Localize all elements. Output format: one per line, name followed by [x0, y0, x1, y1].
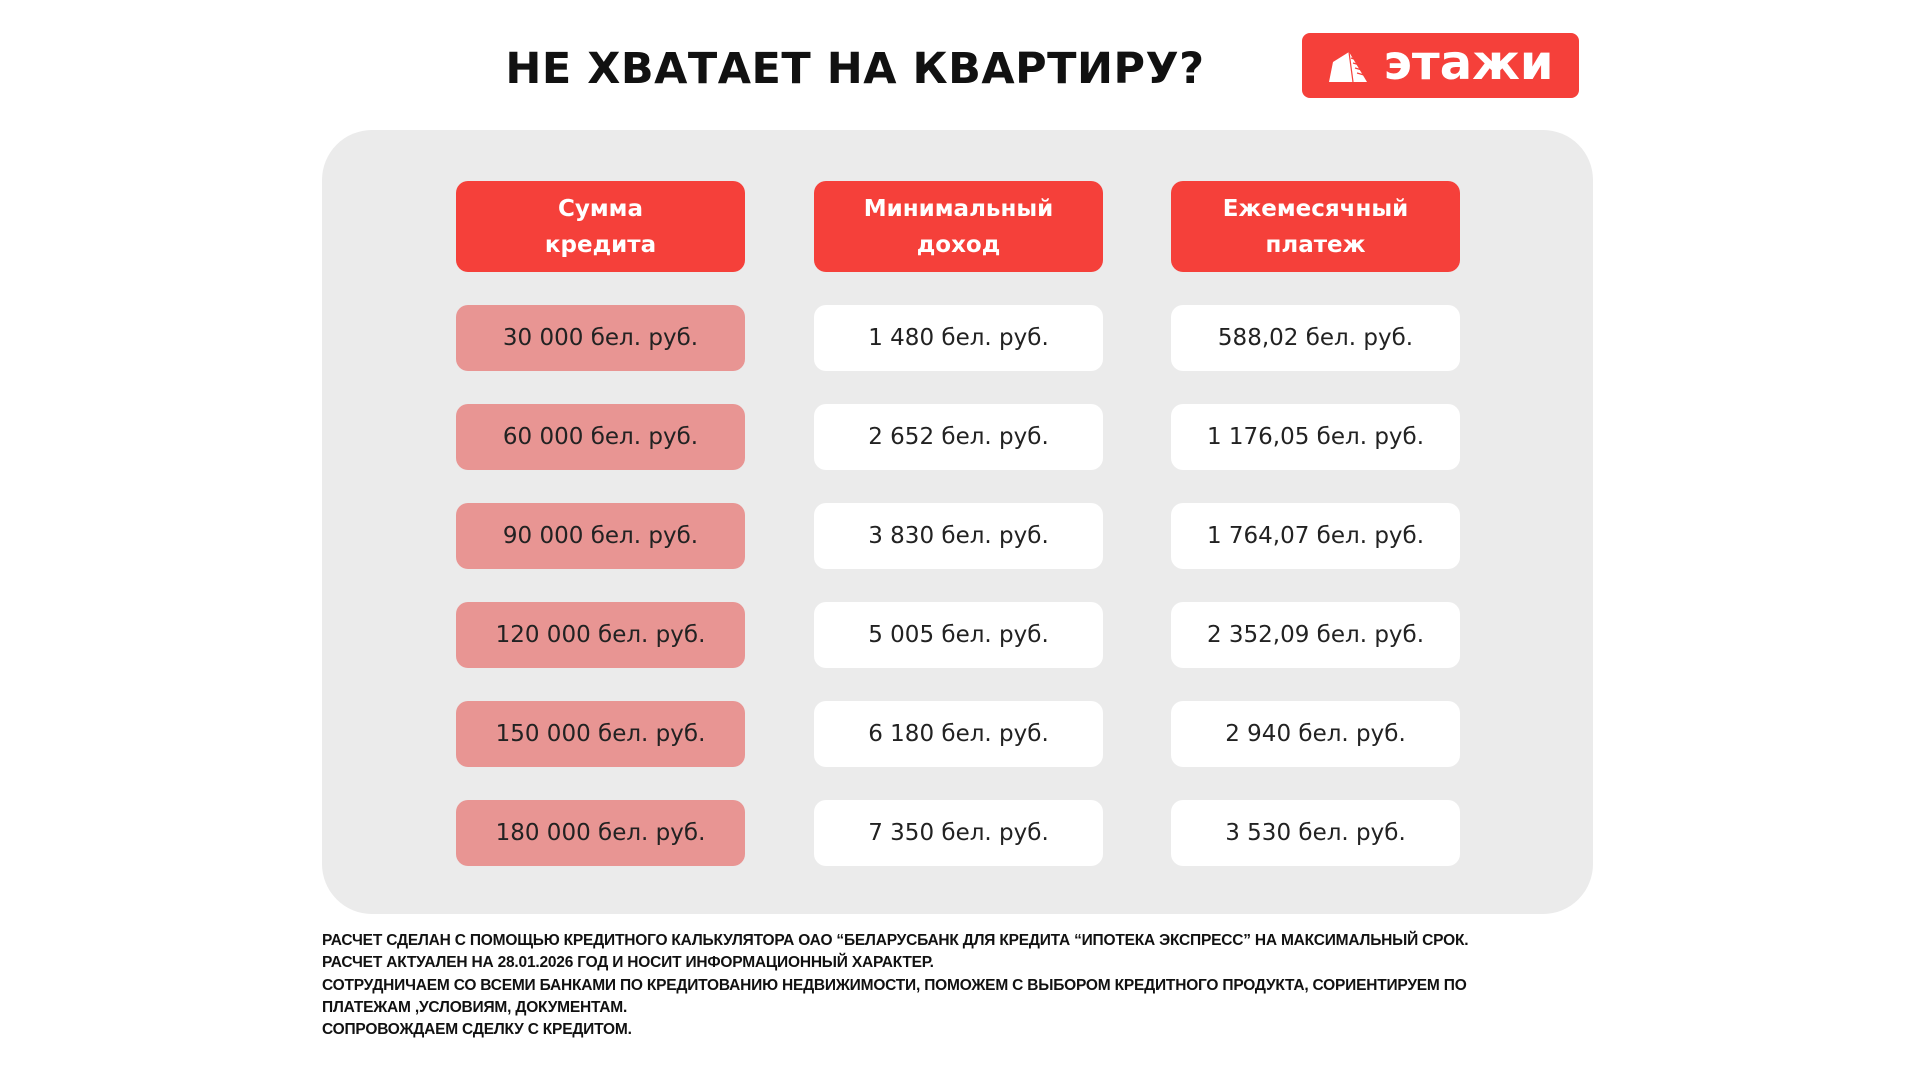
monthly-payment-cell: 1 764,07 бел. руб.: [1171, 503, 1460, 569]
monthly-payment-cell: 2 940 бел. руб.: [1171, 701, 1460, 767]
monthly-payment-cell: 2 352,09 бел. руб.: [1171, 602, 1460, 668]
logo: этажи: [1302, 33, 1579, 98]
footer-line: СОПРОВОЖДАЕМ СДЕЛКУ С КРЕДИТОМ.: [322, 1021, 632, 1039]
min-income-cell: 2 652 бел. руб.: [814, 404, 1103, 470]
loan-amount-cell: 180 000 бел. руб.: [456, 800, 745, 866]
loan-amount-cell: 30 000 бел. руб.: [456, 305, 745, 371]
monthly-payment-cell: 3 530 бел. руб.: [1171, 800, 1460, 866]
header-loan-amount: Сумма кредита: [456, 181, 745, 272]
page-title: НЕ ХВАТАЕТ НА КВАРТИРУ?: [505, 44, 1205, 94]
header-monthly-payment: Ежемесячный платеж: [1171, 181, 1460, 272]
monthly-payment-cell: 1 176,05 бел. руб.: [1171, 404, 1460, 470]
min-income-cell: 3 830 бел. руб.: [814, 503, 1103, 569]
min-income-cell: 1 480 бел. руб.: [814, 305, 1103, 371]
footer-line: ПЛАТЕЖАМ ,УСЛОВИЯМ, ДОКУМЕНТАМ.: [322, 998, 628, 1016]
footer-notes: РАСЧЕТ СДЕЛАН С ПОМОЩЬЮ КРЕДИТНОГО КАЛЬК…: [322, 930, 1612, 1041]
loan-amount-cell: 90 000 бел. руб.: [456, 503, 745, 569]
footer-line: РАСЧЕТ СДЕЛАН С ПОМОЩЬЮ КРЕДИТНОГО КАЛЬК…: [322, 932, 1469, 949]
min-income-cell: 6 180 бел. руб.: [814, 701, 1103, 767]
footer-line: РАСЧЕТ АКТУАЛЕН НА 28.01.2026 ГОД И НОСИ…: [322, 954, 934, 972]
footer-line: СОТРУДНИЧАЕМ СО ВСЕМИ БАНКАМИ ПО КРЕДИТО…: [322, 976, 1467, 994]
logo-text: этажи: [1383, 34, 1554, 91]
loan-amount-cell: 120 000 бел. руб.: [456, 602, 745, 668]
loan-amount-cell: 60 000 бел. руб.: [456, 404, 745, 470]
monthly-payment-cell: 588,02 бел. руб.: [1171, 305, 1460, 371]
header-min-income: Минимальный доход: [814, 181, 1103, 272]
loan-amount-cell: 150 000 бел. руб.: [456, 701, 745, 767]
min-income-cell: 5 005 бел. руб.: [814, 602, 1103, 668]
building-icon: [1329, 51, 1368, 82]
min-income-cell: 7 350 бел. руб.: [814, 800, 1103, 866]
